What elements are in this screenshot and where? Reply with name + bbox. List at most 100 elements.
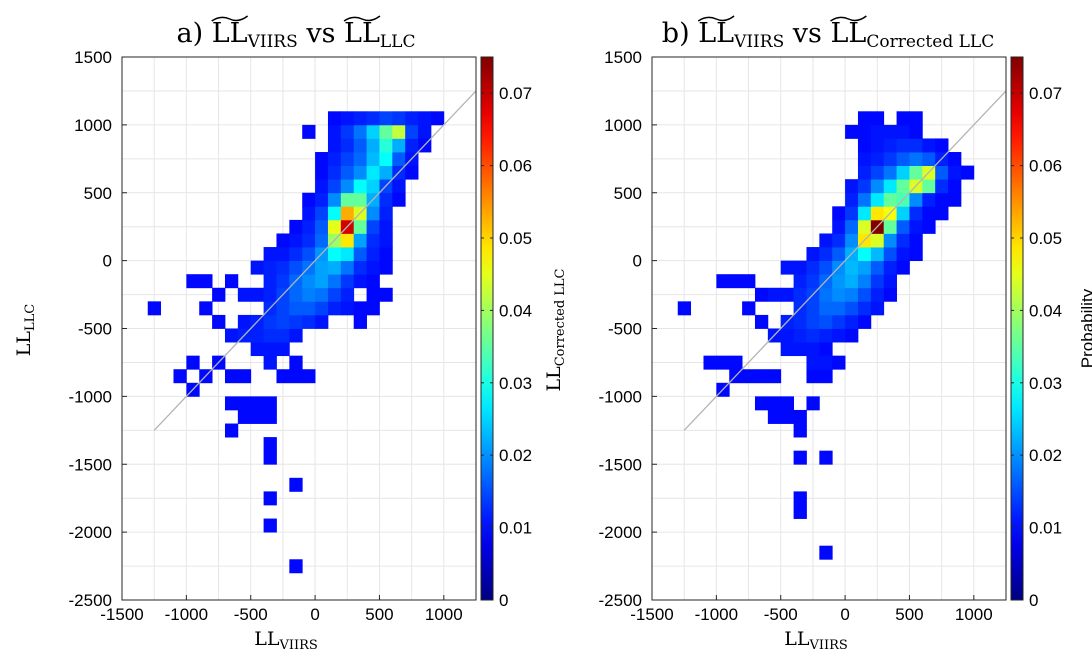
p0-heatmap-bin [392, 111, 406, 126]
p0-heatmap-bin [392, 179, 406, 194]
p1-heatmap-bin [767, 369, 782, 384]
p1-heatmap-bin [793, 491, 807, 506]
p1-colorbar-label: Probability [1078, 288, 1092, 368]
p1-y-tick-label: -2000 [599, 523, 642, 542]
p1-heatmap-bin [845, 301, 859, 316]
p0-colorbar-scale [480, 56, 494, 601]
p1-colorbar-tick-label: 0 [1029, 591, 1038, 610]
p0-heatmap-bin [366, 219, 380, 234]
p0-heatmap-bin [250, 328, 264, 343]
p0-heatmap-bin [315, 287, 329, 302]
p0-heatmap-bin [315, 274, 329, 289]
p0-y-tick-label: 1500 [74, 48, 112, 67]
p1-y-tick-label: -500 [608, 320, 642, 339]
p0-heatmap-bin [340, 138, 355, 153]
p0-y-tick-label: 0 [103, 252, 112, 271]
p1-y-tick-label: 1000 [604, 116, 642, 135]
p0-heatmap-bin [237, 287, 252, 302]
p0-heatmap-bin [199, 301, 213, 316]
p1-heatmap-bin [780, 287, 794, 302]
p1-colorbar-tick-label: 0.01 [1029, 519, 1062, 538]
p0-heatmap-bin [289, 260, 303, 275]
p0-heatmap-bin [315, 260, 329, 275]
p0-heatmap-bin [353, 124, 367, 139]
p1-heatmap-bin [819, 247, 833, 262]
p1-colorbar-tick-label: 0.07 [1029, 84, 1062, 103]
p0-x-tick-label: -1000 [165, 605, 208, 624]
p0-heatmap-bin [392, 152, 406, 166]
p1-heatmap-bin [742, 369, 756, 384]
p0-heatmap-bin [276, 328, 290, 343]
p0-heatmap-bin [353, 165, 367, 180]
p1-heatmap-bin [857, 301, 872, 316]
p0-heatmap-bin [327, 179, 342, 194]
p1-heatmap-bin [845, 233, 859, 248]
p0-heatmap-bin [379, 247, 393, 262]
p0-heatmap-bin [315, 314, 329, 329]
p1-y-tick-label: 500 [614, 184, 642, 203]
p1-heatmap-bin [832, 274, 846, 289]
p0-heatmap-bin [302, 287, 316, 302]
p0-heatmap-bin [237, 314, 252, 329]
p0-heatmap-bin [379, 152, 393, 166]
p0-heatmap-bin [392, 138, 406, 153]
p1-heatmap-bin [845, 192, 859, 207]
p0-heatmap-bin [405, 124, 419, 139]
p1-y-tick-label: 0 [633, 252, 642, 271]
p0-x-axis-label: LLVIIRS [254, 628, 318, 653]
p1-heatmap-bin [754, 287, 769, 302]
p1-heatmap-bin [857, 287, 872, 302]
p0-colorbar-tick-label: 0.02 [499, 446, 532, 465]
p0-heatmap-bin [327, 152, 342, 166]
p1-heatmap-bin [729, 274, 743, 289]
p0-heatmap-bin [340, 287, 355, 302]
p1-heatmap-bin [845, 328, 859, 343]
p1-x-tick-label: 0 [840, 605, 849, 624]
p1-x-tick-label: -500 [764, 605, 798, 624]
p1-colorbar-tick-label: 0.03 [1029, 374, 1062, 393]
p1-heatmap-bin [883, 152, 897, 166]
p0-heatmap-bin [379, 219, 393, 234]
p1-heatmap-bin [793, 423, 807, 438]
p1-heatmap-bin [819, 314, 833, 329]
p1-heatmap-bin [754, 396, 769, 411]
p1-heatmap-bin [793, 342, 807, 357]
p1-heatmap-bin [922, 206, 936, 221]
p1-heatmap-bin [909, 192, 923, 207]
p1-heatmap-bin [857, 152, 872, 166]
p1-heatmap-bin [896, 124, 910, 139]
p1-heatmap-bin [767, 287, 782, 302]
p0-heatmap-bin [263, 274, 277, 289]
p1-heatmap-bin [857, 247, 872, 262]
p1-colorbar-tick-label: 0.04 [1029, 301, 1062, 320]
p0-heatmap-bin [289, 219, 303, 234]
p1-x-tick-label: 1000 [955, 605, 993, 624]
p0-heatmap-bin [302, 314, 316, 329]
p0-heatmap-bin [340, 111, 355, 126]
p1-heatmap-bin [780, 260, 794, 275]
p0-heatmap-bin [327, 274, 342, 289]
p1-heatmap-bin [845, 179, 859, 194]
p0-heatmap-bin [327, 247, 342, 262]
p1-heatmap-bin [793, 314, 807, 329]
p1-heatmap-bin [819, 545, 833, 560]
p1-heatmap-bin [883, 165, 897, 180]
p0-tilde-mark [211, 15, 249, 22]
p1-heatmap-bin [857, 165, 872, 180]
p0-heatmap-bin [302, 247, 316, 262]
p1-heatmap-bin [767, 409, 782, 424]
p0-heatmap-bin [379, 124, 393, 139]
p1-heatmap-bin [883, 219, 897, 234]
p0-heatmap-bin [302, 301, 316, 316]
p0-heatmap-bin [340, 260, 355, 275]
p0-heatmap-bin [263, 450, 277, 465]
p0-heatmap-bin [340, 179, 355, 194]
p0-heatmap-bin [237, 369, 252, 384]
p0-y-tick-label: -2000 [69, 523, 112, 542]
p1-heatmap-bin [793, 409, 807, 424]
p0-heatmap-bin [263, 287, 277, 302]
p0-heatmap-bin [392, 192, 406, 207]
p1-heatmap-bin [857, 206, 872, 221]
p1-heatmap-bin [883, 124, 897, 139]
p1-heatmap-bin [870, 111, 885, 126]
